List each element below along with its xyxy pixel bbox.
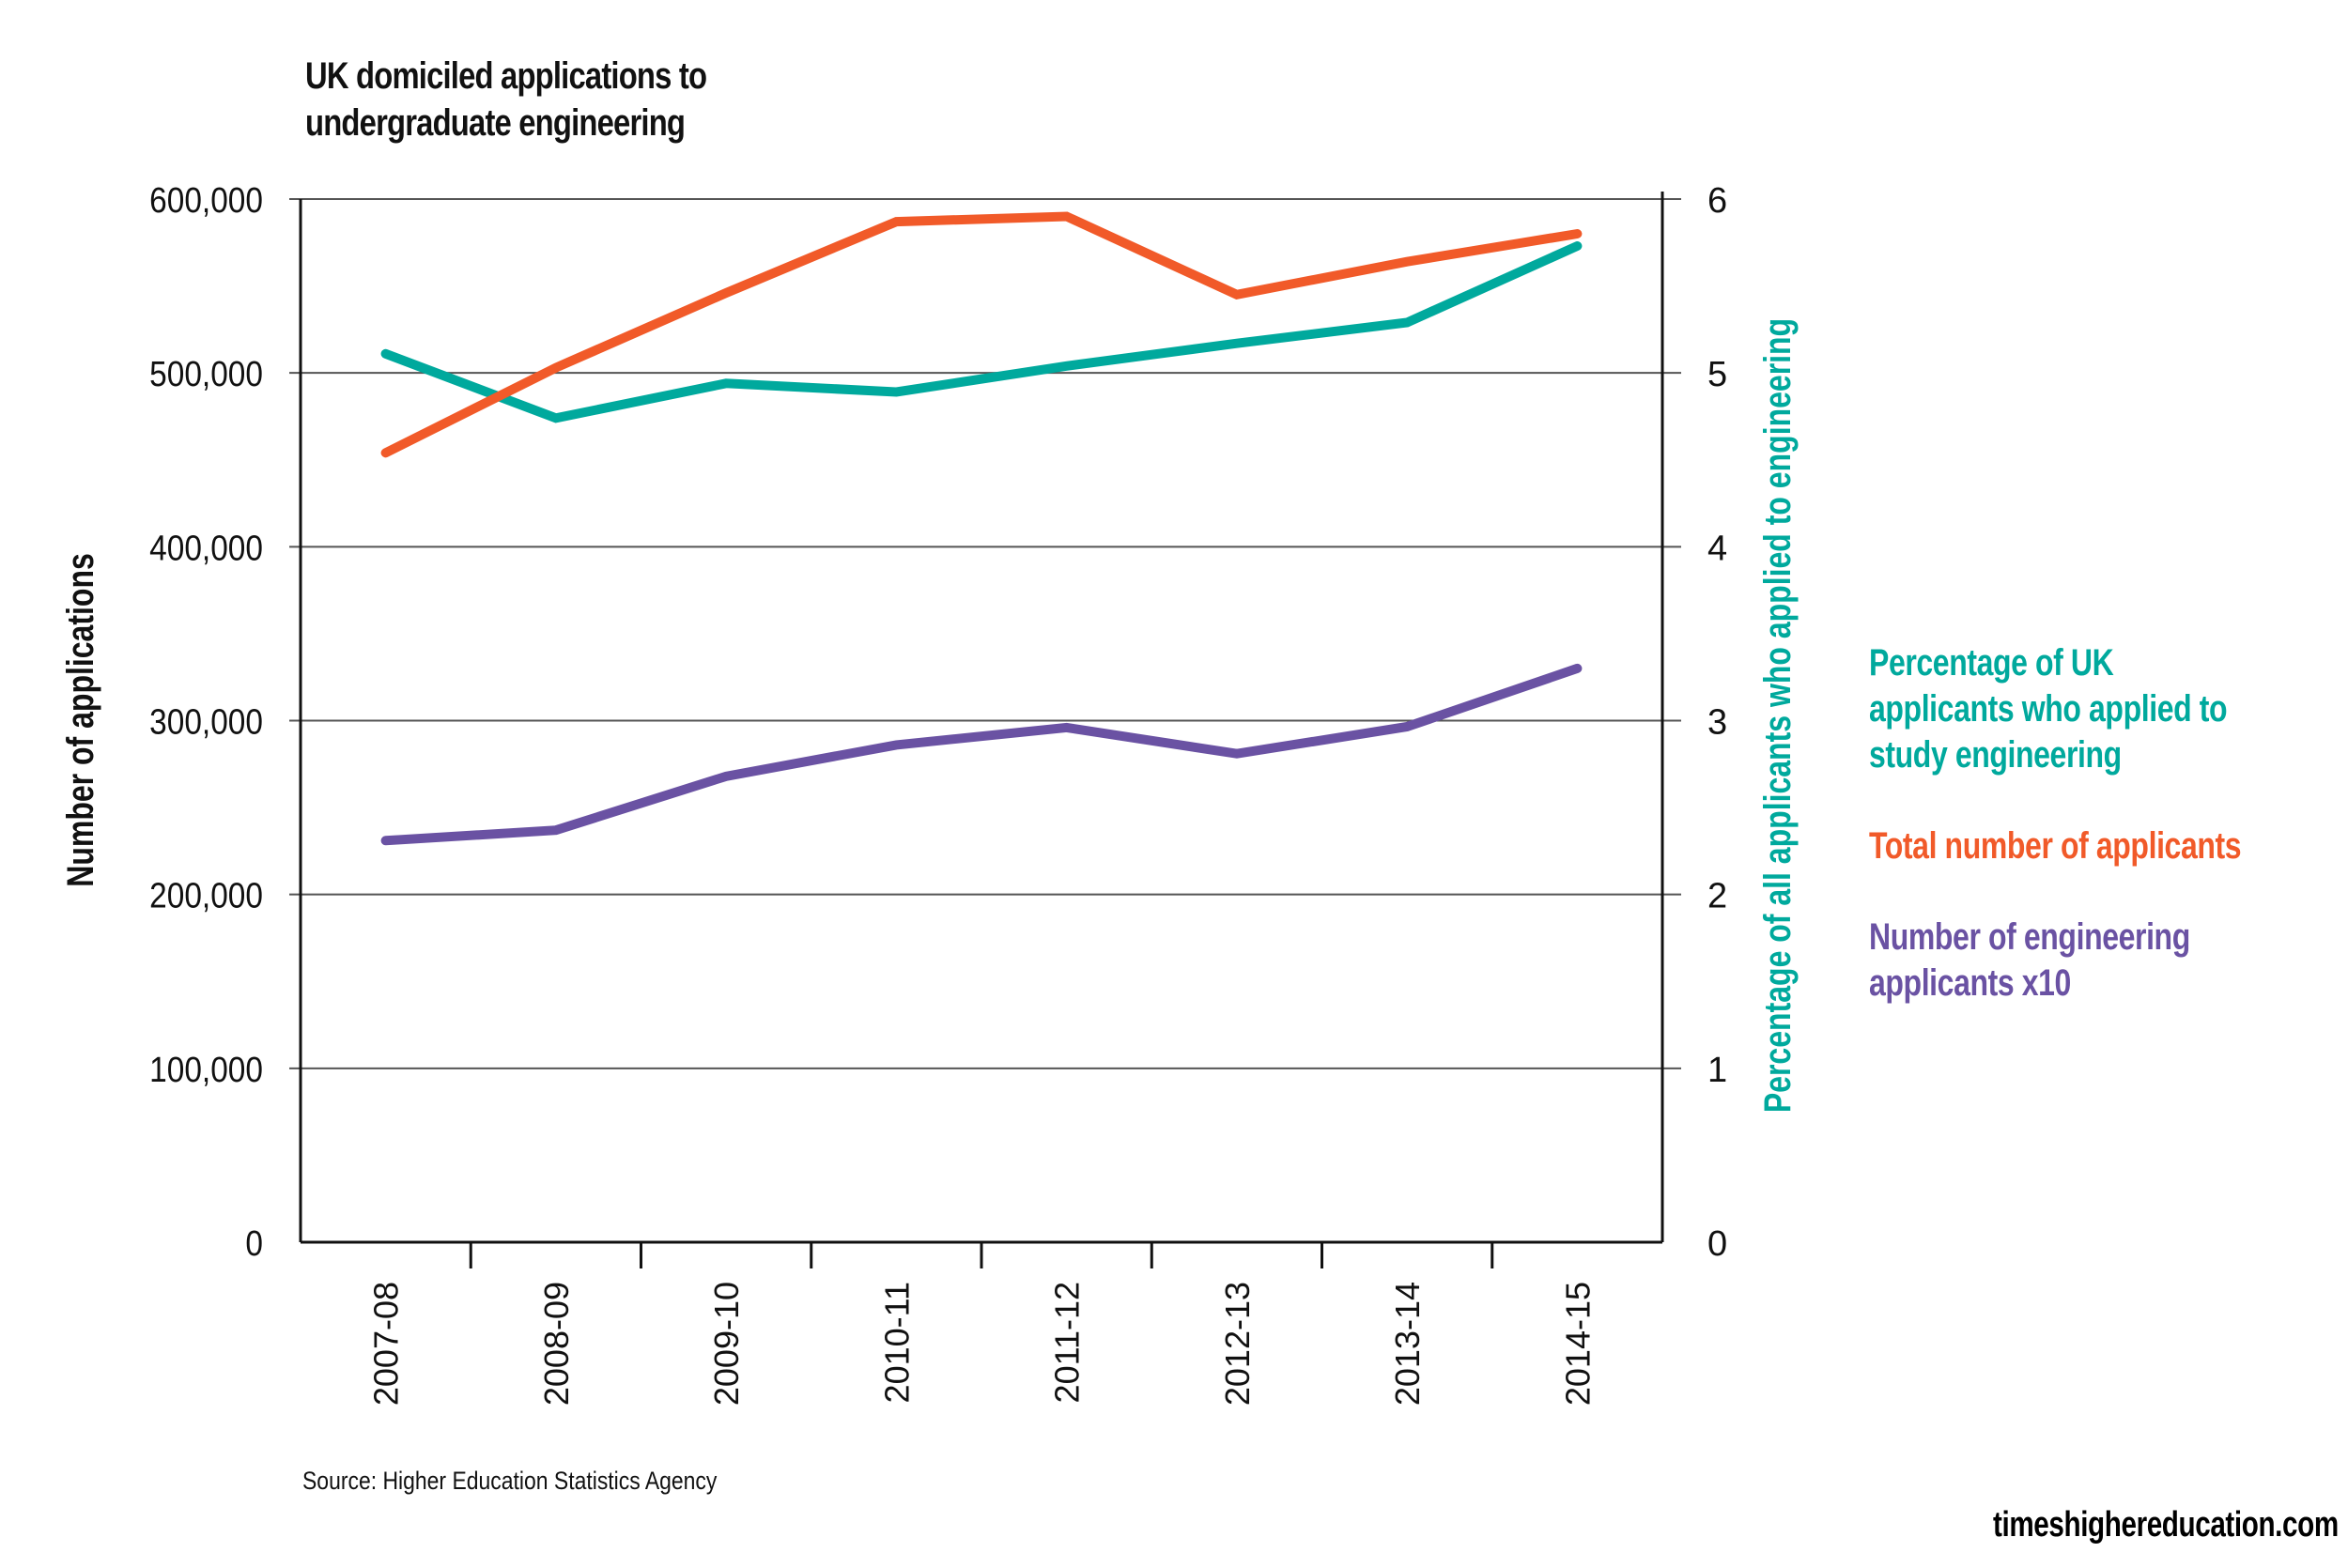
legend-label-line: applicants x10 xyxy=(1869,962,2071,1004)
x-tick-label: 2009-10 xyxy=(707,1282,746,1406)
series-line-1 xyxy=(380,211,1583,458)
left-tick-label: 500,000 xyxy=(149,354,263,393)
axes xyxy=(299,192,1664,1244)
legend-item-engineering: Number of engineering applicants x10 xyxy=(1869,915,2348,1007)
left-tick-label: 300,000 xyxy=(149,702,263,742)
left-axis-ticks: 0 100,000 200,000 300,000 400,000 500,000 600,… xyxy=(149,180,263,1263)
series-line-2 xyxy=(380,663,1583,846)
left-tick-label: 0 xyxy=(245,1223,263,1263)
right-tick-label: 3 xyxy=(1707,703,1727,743)
series-lines xyxy=(380,211,1583,846)
x-tick-label: 2008-09 xyxy=(537,1282,576,1406)
legend-item-total: Total number of applicants xyxy=(1869,823,2348,869)
right-tick-label: 0 xyxy=(1707,1224,1727,1264)
legend-label-line: Percentage of UK xyxy=(1869,642,2114,684)
right-tick-label: 6 xyxy=(1707,181,1727,221)
source-note: Source: Higher Education Statistics Agen… xyxy=(302,1467,718,1495)
x-axis-ticks: 2007-08 2008-09 2009-10 2010-11 2011-12 2012-… xyxy=(367,1242,1597,1406)
left-axis-title: Number of applications xyxy=(59,553,101,887)
legend-label-line: study engineering xyxy=(1869,734,2122,776)
left-tick-label: 600,000 xyxy=(149,180,263,220)
x-tick-label: 2013-14 xyxy=(1388,1282,1427,1406)
x-tick-label: 2007-08 xyxy=(367,1282,406,1406)
legend-label-line: Number of engineering xyxy=(1869,916,2190,958)
right-axis-title: Percentage of all applicants who applied… xyxy=(1756,318,1799,1113)
legend-label-line: applicants who applied to xyxy=(1869,688,2228,730)
chart-title: UK domiciled applications to undergradua… xyxy=(305,53,798,146)
chart-title-line-2: undergraduate engineering xyxy=(305,102,686,144)
left-tick-label: 100,000 xyxy=(149,1050,263,1089)
x-tick-label: 2010-11 xyxy=(877,1282,916,1403)
legend-item-percentage: Percentage of UK applicants who applied … xyxy=(1869,640,2348,778)
series-line-0 xyxy=(380,241,1583,423)
right-tick-label: 5 xyxy=(1707,355,1727,394)
brand-logo-text: timeshighereducation.com xyxy=(1993,1505,2339,1545)
x-tick-label: 2014-15 xyxy=(1558,1282,1597,1406)
right-tick-label: 1 xyxy=(1707,1051,1727,1090)
right-axis-ticks: 0 1 2 3 4 5 6 xyxy=(1707,181,1727,1264)
right-tick-label: 4 xyxy=(1707,529,1727,568)
left-tick-label: 200,000 xyxy=(149,876,263,915)
right-tick-label: 2 xyxy=(1707,877,1727,916)
chart-title-line-1: UK domiciled applications to xyxy=(305,55,707,97)
legend-label-line: Total number of applicants xyxy=(1869,825,2242,867)
gridlines xyxy=(289,198,1681,1069)
x-tick-label: 2011-12 xyxy=(1048,1282,1087,1403)
left-tick-label: 400,000 xyxy=(149,528,263,567)
legend: Percentage of UK applicants who applied … xyxy=(1869,640,2348,1052)
x-tick-label: 2012-13 xyxy=(1218,1282,1257,1406)
